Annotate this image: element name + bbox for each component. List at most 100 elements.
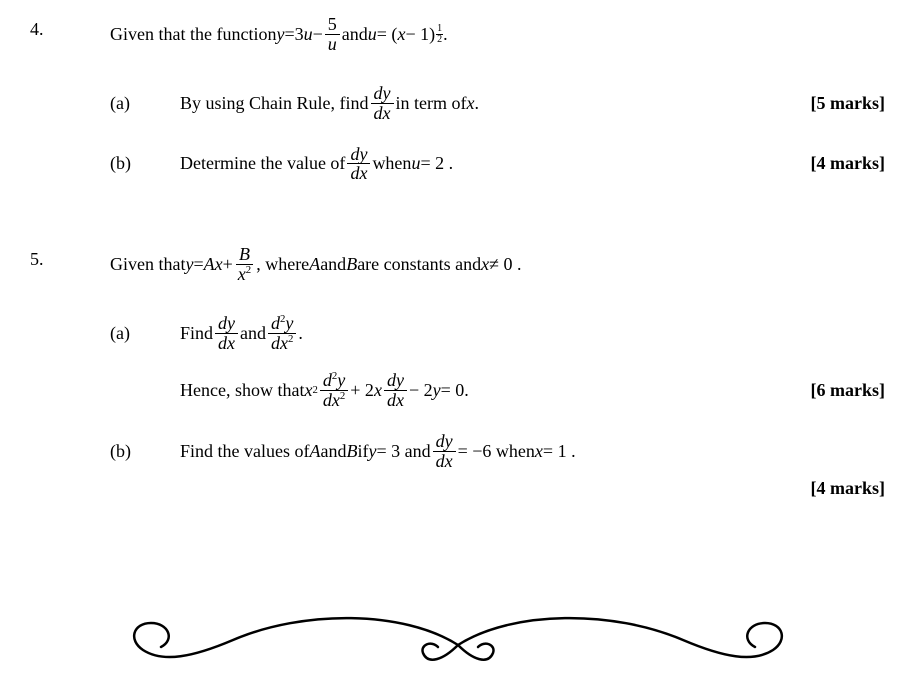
question-4-number: 4. xyxy=(30,15,110,205)
part-label: (b) xyxy=(110,441,180,462)
question-4a: (a) By using Chain Rule, find dy dx in t… xyxy=(110,84,885,123)
text: Given that xyxy=(110,254,185,275)
text: = 1 . xyxy=(543,441,576,462)
y: y xyxy=(337,370,345,390)
part-label: (b) xyxy=(110,153,180,174)
numerator: B xyxy=(236,245,253,265)
exp: 2 xyxy=(312,384,317,396)
denominator: dx xyxy=(215,334,238,353)
fraction-dydx: dy dx xyxy=(371,84,394,123)
var-x: x xyxy=(215,254,223,275)
part-label: (a) xyxy=(110,93,180,114)
question-5b-marks-row: [4 marks] xyxy=(110,478,885,499)
var-x: x xyxy=(397,24,405,45)
denominator: u xyxy=(325,35,340,54)
numerator: d2y xyxy=(268,314,296,334)
exponent-half: 1 2 xyxy=(436,24,443,45)
var-x: x xyxy=(466,93,474,114)
text: = 3 and xyxy=(376,441,430,462)
question-5a-line2: Hence, show that x2 d2y dx2 + 2 x xyxy=(110,371,885,410)
fraction: 5 u xyxy=(325,15,340,54)
var-x: x xyxy=(374,380,382,401)
exponent: 2 xyxy=(246,264,251,276)
exp: 2 xyxy=(340,390,345,402)
var-x: x xyxy=(535,441,543,462)
fraction-d2ydx2: d2y dx2 xyxy=(320,371,348,410)
text: By using Chain Rule, find xyxy=(180,93,369,114)
text: − 1) xyxy=(405,24,435,45)
var-x: x xyxy=(304,380,312,401)
part-body: Find the values of A and B if y = 3 and … xyxy=(180,432,775,471)
text: ≠ 0 . xyxy=(489,254,521,275)
question-5a-line1: (a) Find dy dx and d2y xyxy=(110,314,885,353)
var-y: y xyxy=(185,254,193,275)
exp: 2 xyxy=(288,333,293,345)
y: y xyxy=(285,313,293,333)
text: = ( xyxy=(377,24,398,45)
numerator: dy xyxy=(215,314,238,334)
text: if xyxy=(357,441,368,462)
text: , where xyxy=(256,254,309,275)
marks-label: [6 marks] xyxy=(775,380,885,401)
d: d xyxy=(323,370,332,390)
question-5-stem: Given that y = A x + B x2 , where A and … xyxy=(110,245,885,284)
exp-den: 2 xyxy=(436,35,443,45)
question-4b: (b) Determine the value of dy dx when u … xyxy=(110,145,885,184)
fraction-dydx: dy dx xyxy=(384,371,407,410)
const-A: A xyxy=(309,254,320,275)
text: = −6 when xyxy=(458,441,535,462)
question-5b-line: (b) Find the values of A and B if y = 3 … xyxy=(110,432,885,471)
text: and xyxy=(320,441,346,462)
const-B: B xyxy=(346,441,357,462)
decorative-flourish-icon xyxy=(0,605,915,680)
denominator: dx xyxy=(384,391,407,410)
text: Find the values of xyxy=(180,441,309,462)
text: Hence, show that xyxy=(180,380,304,401)
numerator: dy xyxy=(433,432,456,452)
marks-label: [4 marks] xyxy=(775,153,885,174)
text: + xyxy=(223,254,233,275)
page: 4. Given that the function y = 3 u − 5 u… xyxy=(0,0,915,680)
denominator: dx xyxy=(347,164,370,183)
question-4-body: Given that the function y = 3 u − 5 u an… xyxy=(110,15,885,205)
numerator: dy xyxy=(371,84,394,104)
var-x: x xyxy=(481,254,489,275)
text: Given that the function xyxy=(110,24,276,45)
part-body: Hence, show that x2 d2y dx2 + 2 x xyxy=(180,371,775,410)
question-5a: (a) Find dy dx and d2y xyxy=(110,314,885,410)
dx: dx xyxy=(271,333,288,353)
marks-label: [5 marks] xyxy=(775,93,885,114)
text: and xyxy=(342,24,368,45)
text: = xyxy=(284,24,294,45)
var-u: u xyxy=(304,24,313,45)
question-4-stem: Given that the function y = 3 u − 5 u an… xyxy=(110,15,885,54)
text: = xyxy=(193,254,203,275)
marks-label: [4 marks] xyxy=(775,478,885,499)
denominator: dx2 xyxy=(268,334,296,353)
question-5b: (b) Find the values of A and B if y = 3 … xyxy=(110,432,885,500)
var-y: y xyxy=(276,24,284,45)
fraction-dydx: dy dx xyxy=(215,314,238,353)
text: + 2 xyxy=(350,380,374,401)
text: and xyxy=(320,254,346,275)
question-5: 5. Given that y = A x + B x2 , where A a… xyxy=(30,245,885,499)
text: . xyxy=(298,323,303,344)
var-u: u xyxy=(411,153,420,174)
numerator: 5 xyxy=(325,15,340,35)
fraction-d2ydx2: d2y dx2 xyxy=(268,314,296,353)
const-A: A xyxy=(204,254,215,275)
text: when xyxy=(372,153,411,174)
numerator: d2y xyxy=(320,371,348,391)
denominator: dx xyxy=(433,452,456,471)
question-4: 4. Given that the function y = 3 u − 5 u… xyxy=(30,15,885,205)
numerator: dy xyxy=(384,371,407,391)
d: d xyxy=(271,313,280,333)
dx: dx xyxy=(323,390,340,410)
const-A: A xyxy=(309,441,320,462)
part-label: (a) xyxy=(110,323,180,344)
question-5-body: Given that y = A x + B x2 , where A and … xyxy=(110,245,885,499)
var-u: u xyxy=(368,24,377,45)
fraction-dydx: dy dx xyxy=(433,432,456,471)
text: . xyxy=(443,24,448,45)
text: in term of xyxy=(396,93,467,114)
